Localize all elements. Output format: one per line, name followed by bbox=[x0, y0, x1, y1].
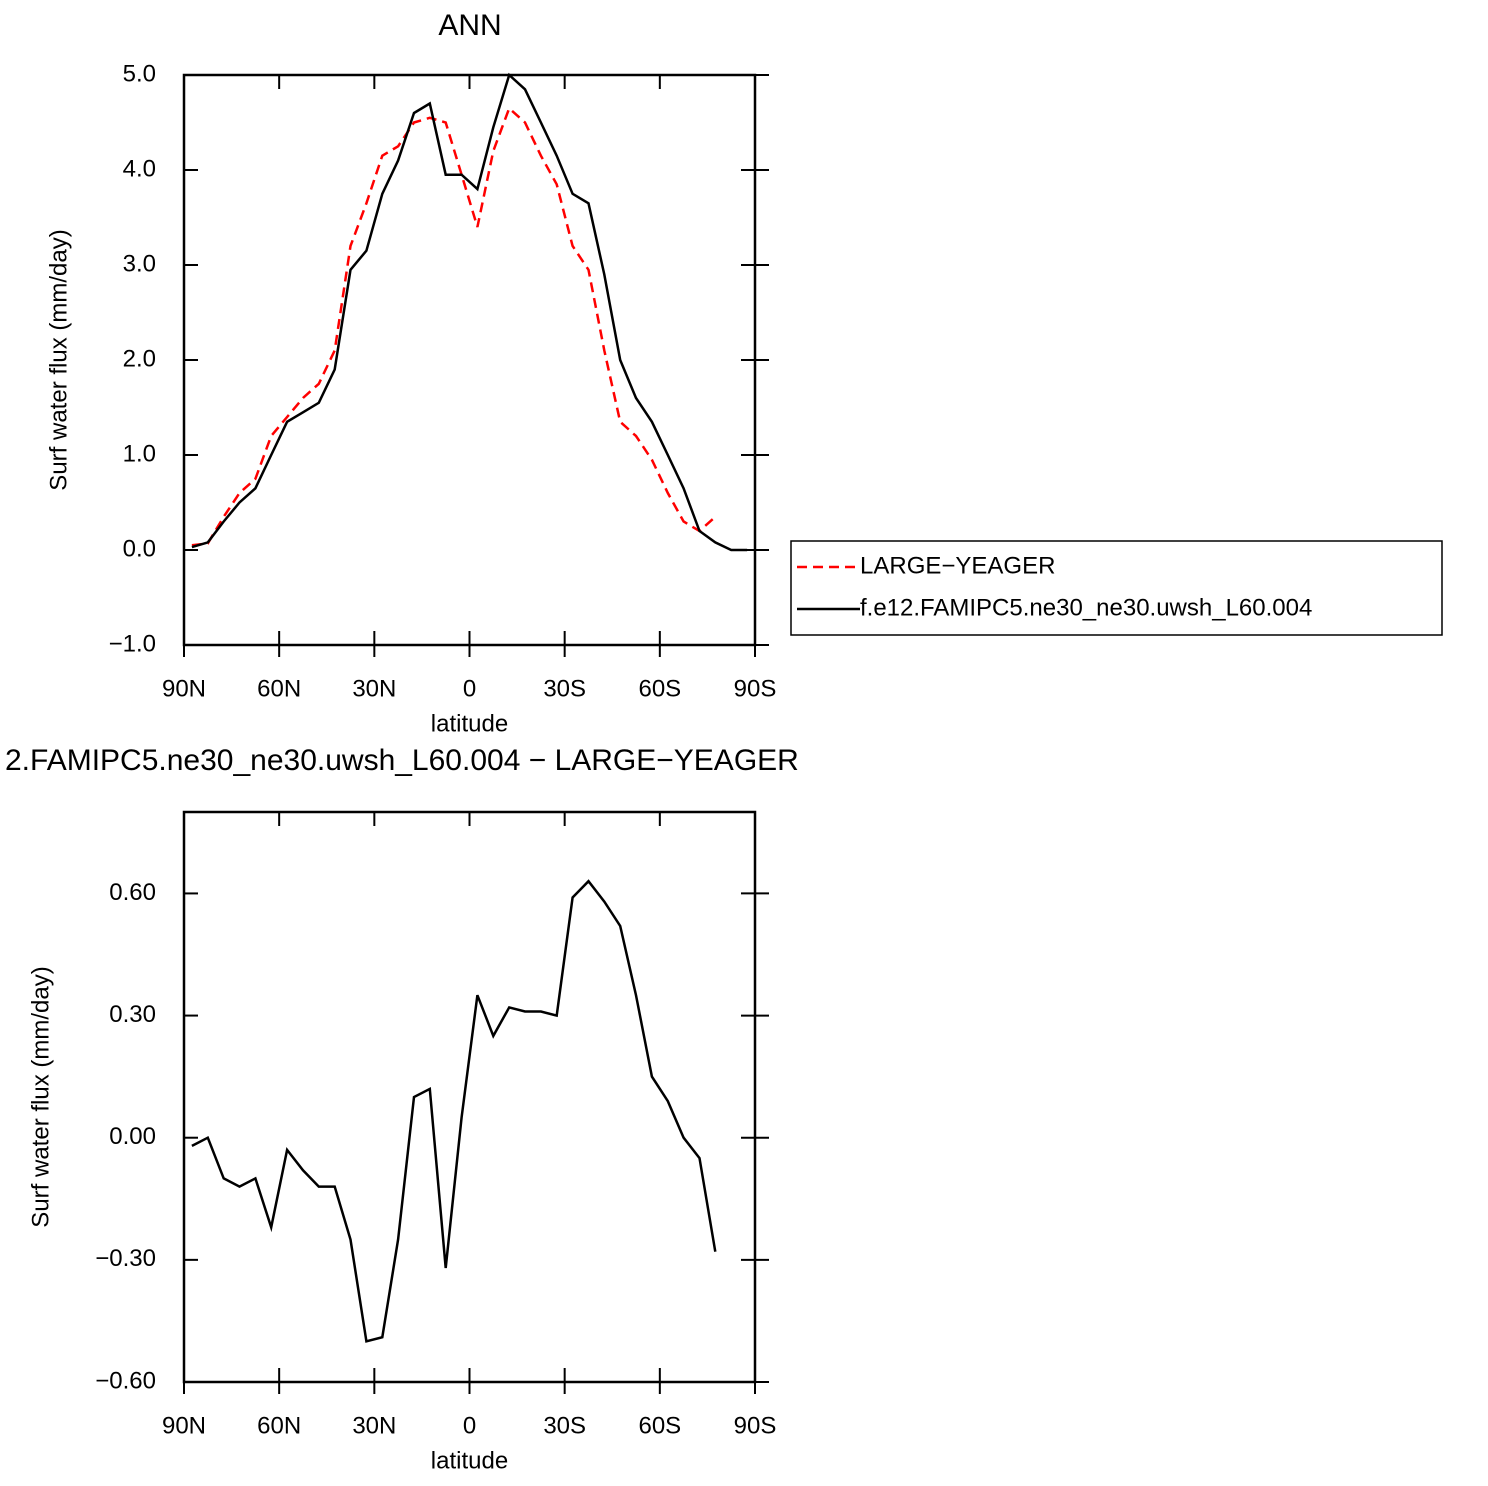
x-tick-label: 30S bbox=[543, 675, 586, 702]
x-tick-label: 90S bbox=[734, 1412, 777, 1439]
chart-title: 2.FAMIPC5.ne30_ne30.uwsh_L60.004 − LARGE… bbox=[5, 744, 799, 777]
legend-label: LARGE−YEAGER bbox=[860, 552, 1055, 579]
x-axis-label: latitude bbox=[431, 710, 508, 737]
y-tick-label: −0.30 bbox=[95, 1245, 156, 1272]
y-axis-label: Surf water flux (mm/day) bbox=[27, 966, 54, 1227]
x-tick-label: 30S bbox=[543, 1412, 586, 1439]
data-line bbox=[191, 879, 717, 1343]
data-line bbox=[191, 106, 717, 547]
x-tick-label: 90N bbox=[162, 1412, 206, 1439]
y-tick-label: 3.0 bbox=[123, 250, 156, 277]
legend-label: f.e12.FAMIPC5.ne30_ne30.uwsh_L60.004 bbox=[860, 594, 1312, 621]
x-tick-label: 60S bbox=[638, 675, 681, 702]
y-tick-label: 5.0 bbox=[123, 60, 156, 87]
y-tick-label: 1.0 bbox=[123, 440, 156, 467]
y-tick-label: 4.0 bbox=[123, 155, 156, 182]
x-tick-label: 60N bbox=[257, 675, 301, 702]
y-tick-label: 0.00 bbox=[109, 1123, 156, 1150]
y-tick-label: 2.0 bbox=[123, 345, 156, 372]
data-line bbox=[191, 72, 748, 552]
x-axis-label: latitude bbox=[431, 1447, 508, 1474]
y-tick-label: −0.60 bbox=[95, 1367, 156, 1394]
x-tick-label: 30N bbox=[352, 675, 396, 702]
legend-box bbox=[790, 540, 1443, 636]
x-tick-label: 90S bbox=[734, 675, 777, 702]
x-tick-label: 30N bbox=[352, 1412, 396, 1439]
chart-title: ANN bbox=[438, 9, 501, 42]
y-tick-label: −1.0 bbox=[109, 630, 156, 657]
y-tick-label: 0.30 bbox=[109, 1001, 156, 1028]
y-tick-label: 0.0 bbox=[123, 535, 156, 562]
y-tick-label: 0.60 bbox=[109, 879, 156, 906]
y-axis-label: Surf water flux (mm/day) bbox=[45, 229, 72, 490]
plot-frame bbox=[182, 810, 757, 1384]
x-tick-label: 60S bbox=[638, 1412, 681, 1439]
plot-frame bbox=[182, 73, 757, 647]
x-tick-label: 0 bbox=[463, 675, 476, 702]
x-tick-label: 60N bbox=[257, 1412, 301, 1439]
x-tick-label: 90N bbox=[162, 675, 206, 702]
x-tick-label: 0 bbox=[463, 1412, 476, 1439]
